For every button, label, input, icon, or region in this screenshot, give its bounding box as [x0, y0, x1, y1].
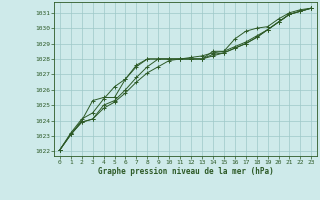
X-axis label: Graphe pression niveau de la mer (hPa): Graphe pression niveau de la mer (hPa) [98, 167, 274, 176]
